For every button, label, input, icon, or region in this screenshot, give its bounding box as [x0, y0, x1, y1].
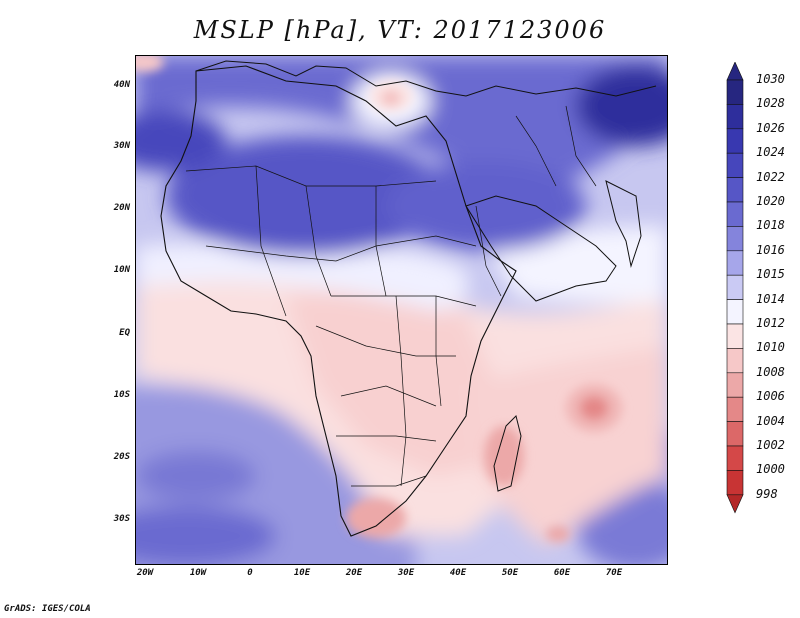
africa-coastline	[160, 65, 517, 537]
y-tick-label: 10S	[113, 390, 130, 400]
colorbar-cell	[726, 79, 744, 105]
y-tick-label: 30N	[113, 141, 130, 151]
colorbar-level-label: 1026	[756, 120, 785, 135]
colorbar-level-label: 1022	[756, 169, 785, 184]
colorbar-level-label: 1018	[756, 218, 785, 233]
colorbar-level-label: 1010	[756, 340, 785, 355]
colorbar-cell	[726, 274, 744, 300]
x-tick-label: 20W	[136, 568, 154, 578]
map-svg	[136, 56, 667, 564]
x-tick-label: 70E	[605, 568, 623, 578]
india-coastline	[605, 180, 642, 268]
colorbar-level-label: 1014	[756, 291, 785, 306]
x-tick-label: 10W	[189, 568, 207, 578]
y-tick-label: 20S	[113, 452, 130, 462]
madagascar-coastline	[493, 415, 522, 492]
colorbar-bottom-arrow	[726, 494, 744, 514]
x-tick-label: 10E	[293, 568, 311, 578]
country-borders	[185, 105, 597, 487]
x-tick-label: 50E	[501, 568, 519, 578]
colorbar-cell	[726, 299, 744, 325]
colorbar-cell	[726, 250, 744, 276]
colorbar-level-label: 1030	[756, 72, 785, 86]
x-tick-label: 20E	[345, 568, 363, 578]
colorbar-level-label: 1020	[756, 194, 785, 208]
colorbar-level-label: 998	[756, 486, 778, 501]
colorbar-cell	[726, 445, 744, 471]
chart-title: MSLP [hPa], VT: 2017123006	[193, 16, 607, 44]
colorbar-cell	[726, 226, 744, 252]
colorbar-level-label: 1002	[756, 438, 785, 452]
colorbar-cell	[726, 177, 744, 203]
colorbar-top-arrow	[726, 62, 744, 81]
arabia-coastline	[465, 195, 617, 302]
colorbar-cell	[726, 128, 744, 154]
colorbar-cell	[726, 396, 744, 422]
europe-coastline	[195, 60, 657, 97]
y-tick-label: 40N	[113, 80, 130, 90]
y-tick-label: EQ	[119, 328, 130, 338]
y-tick-label: 10N	[113, 265, 130, 275]
y-tick-label: 30S	[113, 514, 130, 524]
colorbar-level-label: 1008	[756, 364, 785, 379]
colorbar-level-label: 1015	[756, 267, 785, 282]
y-tick-label: 20N	[113, 203, 130, 213]
colorbar-cell	[726, 470, 744, 496]
x-tick-label: 40E	[449, 568, 467, 578]
colorbar	[726, 62, 744, 514]
colorbar-cell	[726, 201, 744, 227]
colorbar-level-label: 1004	[756, 413, 785, 428]
colorbar-cell	[726, 421, 744, 447]
x-tick-label: 0	[247, 568, 253, 578]
colorbar-level-label: 1000	[756, 462, 785, 477]
colorbar-cell	[726, 348, 744, 374]
pressure-map	[135, 55, 668, 565]
x-tick-label: 60E	[553, 568, 571, 578]
colorbar-cell	[726, 104, 744, 130]
colorbar-cell	[726, 152, 744, 178]
x-tick-label: 30E	[397, 568, 415, 578]
colorbar-level-label: 1024	[756, 145, 785, 160]
colorbar-level-label: 1028	[756, 96, 785, 111]
credit-text: GrADS: IGES/COLA	[4, 604, 91, 614]
colorbar-cell	[726, 372, 744, 398]
colorbar-level-label: 1006	[756, 389, 785, 404]
colorbar-level-label: 1016	[756, 242, 785, 257]
colorbar-level-label: 1012	[756, 316, 785, 330]
colorbar-cell	[726, 323, 744, 349]
